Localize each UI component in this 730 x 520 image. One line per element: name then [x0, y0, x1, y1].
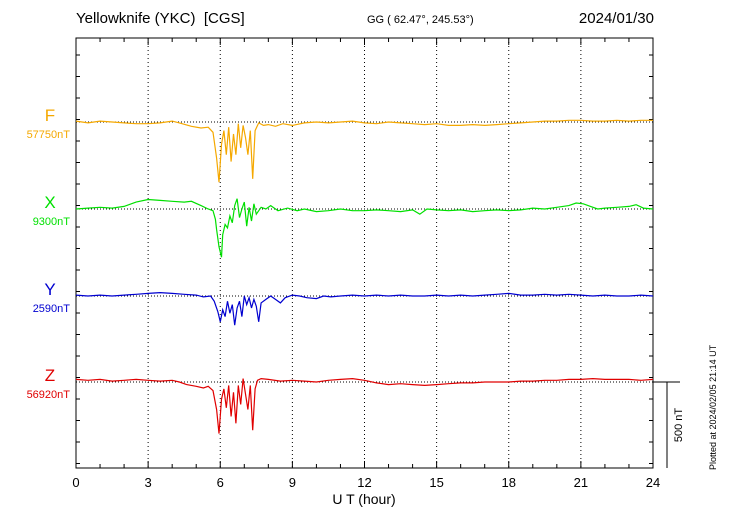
x-tick-label-24: 24 — [646, 475, 660, 490]
series-group — [75, 119, 654, 434]
geo-coordinates: GG ( 62.47°, 245.53°) — [367, 14, 474, 26]
plot-date: 2024/01/30 — [578, 10, 654, 27]
x-tick-label-21: 21 — [574, 475, 588, 490]
series-name-F: F — [45, 106, 55, 125]
x-axis-tick-labels: 0 3 6 9 12 15 18 21 24 — [72, 475, 660, 490]
x-tick-label-3: 3 — [145, 475, 152, 490]
x-tick-label-0: 0 — [72, 475, 79, 490]
grid-lines — [147, 38, 582, 468]
x-tick-label-15: 15 — [429, 475, 443, 490]
series-line-Z — [75, 377, 654, 434]
x-axis-ticks — [75, 38, 654, 468]
scale-bar-label: 500 nT — [673, 408, 685, 443]
series-labels: F 57750nT X 9300nT Y 2590nT Z 56920nT — [27, 106, 71, 401]
series-name-Y: Y — [44, 280, 55, 299]
scale-bar: 500 nT — [653, 381, 685, 468]
baseline-label-Z: 56920nT — [27, 389, 71, 401]
x-axis-label: U T (hour) — [332, 491, 395, 507]
station-title: Yellowknife (YKC) [CGS] — [76, 10, 245, 27]
plotted-at-note: Plotted at 2024/02/05 21:14 UT — [708, 344, 718, 470]
series-name-X: X — [44, 193, 55, 212]
baseline-label-Y: 2590nT — [33, 303, 71, 315]
x-tick-label-12: 12 — [357, 475, 371, 490]
x-tick-label-6: 6 — [217, 475, 224, 490]
series-line-Y — [75, 291, 654, 326]
x-tick-label-9: 9 — [289, 475, 296, 490]
baseline-label-F: 57750nT — [27, 129, 71, 141]
series-line-X — [75, 198, 654, 258]
series-line-F — [75, 119, 653, 183]
baseline-label-X: 9300nT — [33, 216, 71, 228]
x-tick-label-18: 18 — [502, 475, 516, 490]
series-name-Z: Z — [45, 366, 55, 385]
